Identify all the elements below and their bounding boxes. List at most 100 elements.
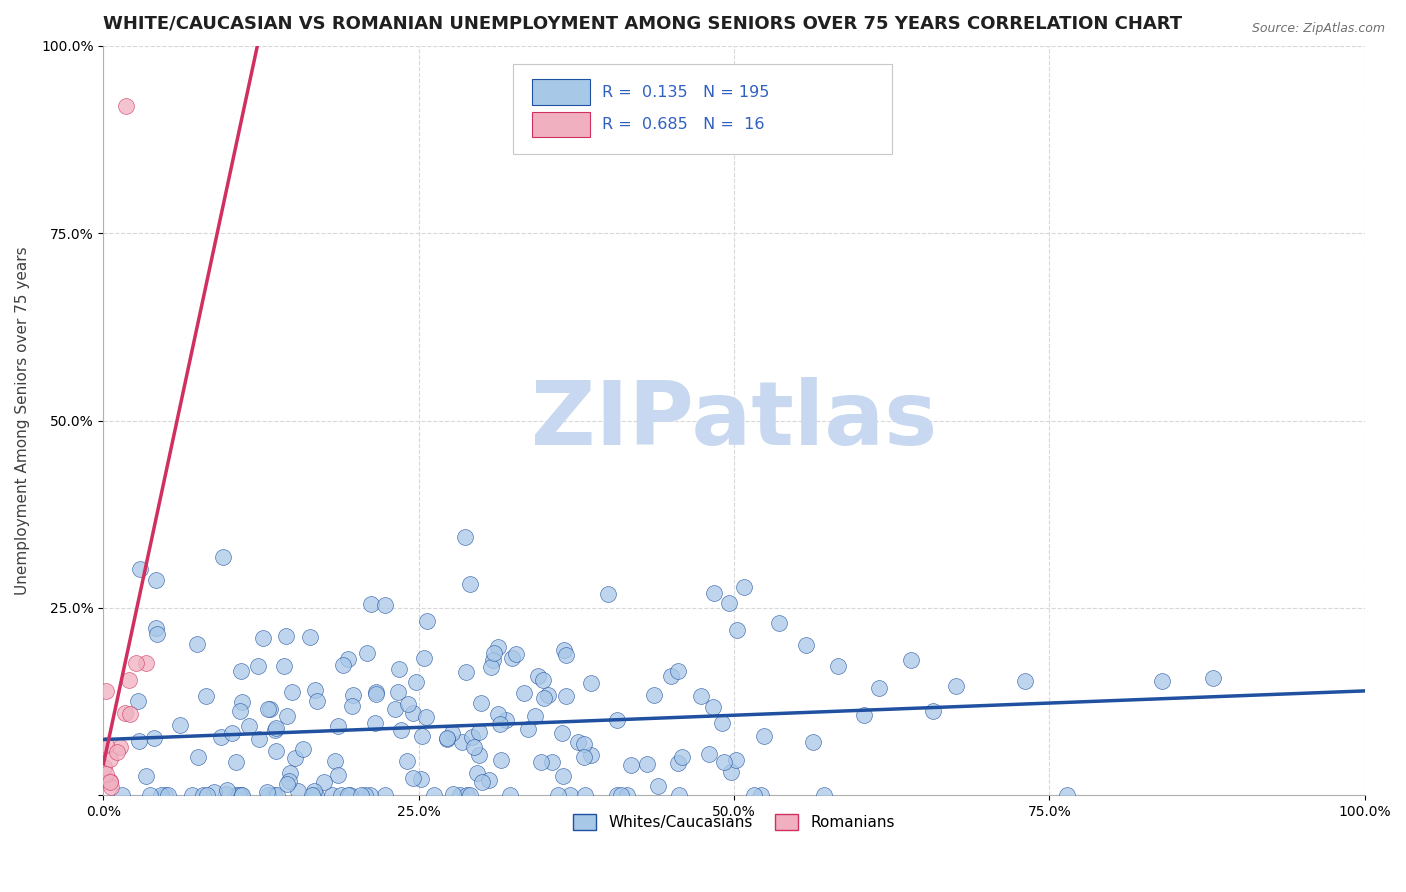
Point: [436, 731, 458, 746]
Point: [135, 657, 157, 671]
Point: [659, 669, 682, 683]
Point: [551, 726, 574, 740]
Point: [749, 789, 772, 803]
Point: [530, 755, 553, 769]
Point: [276, 709, 298, 723]
Point: [411, 729, 433, 743]
Point: [481, 653, 503, 667]
Point: [900, 653, 922, 667]
Point: [533, 690, 555, 705]
Point: [215, 787, 238, 801]
Point: [666, 756, 689, 770]
Point: [554, 689, 576, 703]
Point: [118, 673, 141, 687]
Point: [146, 627, 169, 641]
Point: [572, 737, 595, 751]
Point: [312, 775, 335, 789]
Point: [388, 662, 411, 676]
Point: [105, 745, 128, 759]
Point: [328, 768, 350, 782]
Y-axis label: Unemployment Among Seniors over 75 years: Unemployment Among Seniors over 75 years: [15, 246, 30, 595]
Point: [733, 580, 755, 594]
Point: [441, 787, 464, 801]
Point: [551, 769, 574, 783]
Point: [643, 688, 665, 702]
Point: [374, 789, 396, 803]
Point: [342, 698, 364, 713]
Point: [794, 638, 817, 652]
Point: [321, 789, 343, 803]
Point: [606, 789, 628, 803]
Text: ZIPatlas: ZIPatlas: [531, 377, 938, 464]
Point: [114, 706, 136, 721]
Point: [387, 685, 409, 699]
Text: WHITE/CAUCASIAN VS ROMANIAN UNEMPLOYMENT AMONG SENIORS OVER 75 YEARS CORRELATION: WHITE/CAUCASIAN VS ROMANIAN UNEMPLOYMENT…: [104, 15, 1182, 33]
Point: [278, 765, 301, 780]
Point: [540, 756, 562, 770]
Point: [453, 530, 475, 544]
FancyBboxPatch shape: [513, 64, 891, 154]
Point: [276, 777, 298, 791]
Point: [555, 648, 578, 662]
Point: [94, 684, 117, 698]
Point: [449, 789, 471, 803]
Point: [461, 730, 484, 744]
Point: [465, 765, 488, 780]
Point: [231, 695, 253, 709]
Point: [742, 789, 765, 803]
Point: [276, 629, 298, 643]
Point: [373, 598, 395, 612]
Point: [616, 789, 638, 803]
Point: [110, 789, 132, 803]
Point: [402, 771, 425, 785]
Point: [725, 623, 748, 637]
Point: [724, 753, 747, 767]
Point: [416, 614, 439, 628]
Point: [523, 709, 546, 723]
Point: [292, 742, 315, 756]
Point: [256, 789, 278, 803]
Point: [505, 648, 527, 662]
Point: [229, 704, 252, 718]
Point: [229, 789, 252, 803]
Point: [128, 734, 150, 748]
FancyBboxPatch shape: [533, 112, 591, 137]
Point: [536, 688, 558, 702]
Point: [359, 789, 381, 803]
Point: [307, 694, 329, 708]
Point: [516, 722, 538, 736]
Point: [304, 683, 326, 698]
Point: [229, 665, 252, 679]
Point: [150, 789, 173, 803]
Point: [827, 659, 849, 673]
Point: [579, 747, 602, 762]
Point: [495, 713, 517, 727]
Point: [752, 729, 775, 743]
Point: [98, 751, 121, 765]
Point: [668, 789, 690, 803]
Point: [96, 739, 118, 753]
Point: [360, 597, 382, 611]
Point: [195, 789, 218, 803]
Point: [264, 723, 287, 737]
Point: [284, 751, 307, 765]
Point: [221, 726, 243, 740]
Point: [405, 674, 427, 689]
Point: [396, 754, 419, 768]
Point: [596, 587, 619, 601]
Point: [366, 687, 388, 701]
Point: [339, 789, 361, 803]
Point: [488, 706, 510, 721]
Point: [553, 643, 575, 657]
Point: [108, 740, 131, 755]
Text: R =  0.135   N = 195: R = 0.135 N = 195: [602, 85, 769, 100]
Point: [98, 774, 121, 789]
Point: [711, 716, 734, 731]
Point: [259, 702, 281, 716]
Point: [145, 573, 167, 587]
Point: [337, 651, 360, 665]
Point: [463, 740, 485, 755]
Point: [231, 789, 253, 803]
Point: [441, 726, 464, 740]
Point: [402, 706, 425, 721]
